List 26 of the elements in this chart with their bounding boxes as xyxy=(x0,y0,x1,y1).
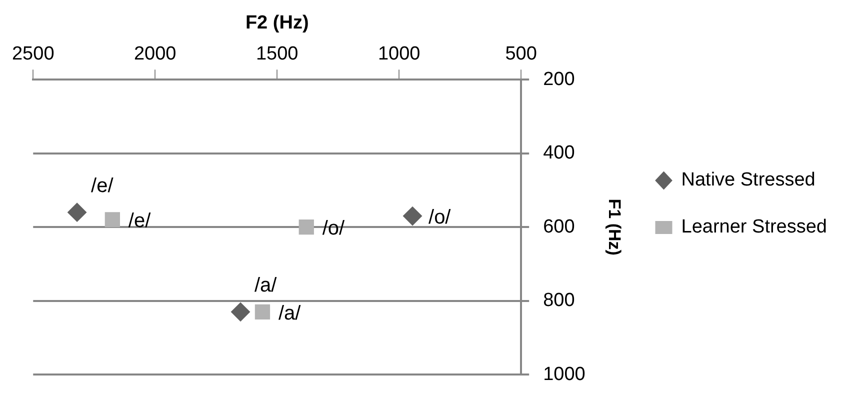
x-tick-label: 500 xyxy=(505,43,537,64)
y-tick-label: 200 xyxy=(543,68,575,90)
data-label: /e/ xyxy=(128,210,152,232)
legend-label: Learner Stressed xyxy=(681,216,827,238)
data-label: /a/ xyxy=(278,302,302,324)
y-tick-label: 600 xyxy=(543,216,575,238)
y-tick-label: 1000 xyxy=(543,364,586,385)
data-label: /o/ xyxy=(322,218,346,240)
x-tick-label: 1500 xyxy=(256,43,298,64)
y-tick-label: 800 xyxy=(543,290,575,312)
x-axis-title: F2 (Hz) xyxy=(245,12,309,34)
point xyxy=(403,206,422,226)
x-tick-label: 2000 xyxy=(134,43,176,64)
y-tick-label: 400 xyxy=(543,142,575,164)
point xyxy=(104,212,120,228)
point xyxy=(298,220,314,235)
point xyxy=(231,302,250,322)
point xyxy=(68,202,87,222)
y-axis-title: F1 (Hz) xyxy=(604,198,624,256)
x-tick-label: 2500 xyxy=(12,43,54,64)
point xyxy=(254,304,270,320)
data-label: /e/ xyxy=(91,174,114,197)
data-label: /a/ xyxy=(254,274,278,296)
legend-label: Native Stressed xyxy=(681,170,816,191)
data-label: /o/ xyxy=(428,206,452,229)
x-tick-label: 1000 xyxy=(378,43,420,64)
